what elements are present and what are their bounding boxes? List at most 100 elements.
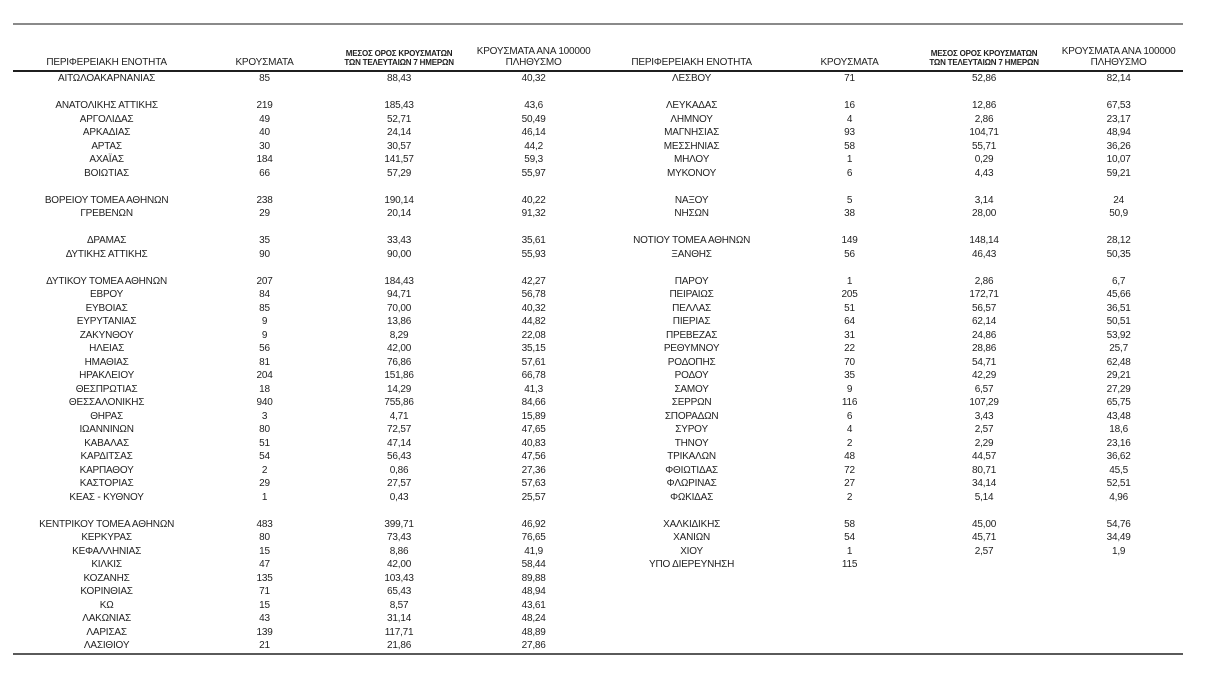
cases-cell: 5 <box>846 194 853 206</box>
header-avg7-label: ΜΕΣΟΣ ΟΡΟΣ ΚΡΟΥΣΜΑΤΩΝ ΤΩΝ ΤΕΛΕΥΤΑΙΩΝ 7 Η… <box>929 49 1039 68</box>
region-name-cell: ΒΟΙΩΤΙΑΣ <box>84 167 130 179</box>
table-row: ΘΕΣΠΡΩΤΙΑΣ 18 14,29 41,3 <box>13 383 598 397</box>
per100k-cell: 4,96 <box>1109 491 1128 503</box>
cases-cell: 40 <box>259 127 270 138</box>
per100k-cell: 6,7 <box>1111 275 1126 287</box>
region-name-cell: ΠΕΛΛΑΣ <box>672 302 712 314</box>
table-row: ΚΕΝΤΡΙΚΟΥ ΤΟΜΕΑ ΑΘΗΝΩΝ 483 399,71 46,92 <box>13 518 598 532</box>
per100k-cell: 40,83 <box>521 437 546 449</box>
avg7-cell: 2,29 <box>974 437 994 449</box>
cases-cell: 1 <box>846 545 853 557</box>
per100k-cell: 67,53 <box>1106 100 1131 111</box>
cases-cell: 58 <box>844 140 855 152</box>
cases-cell: 204 <box>256 370 273 381</box>
per100k-cell: 45,5 <box>1109 464 1128 476</box>
avg7-cell: 2,57 <box>974 424 994 435</box>
table-header-right: ΠΕΡΙΦΕΡΕΙΑΚΗ ΕΝΟΤΗΤΑ ΚΡΟΥΣΜΑΤΑ ΜΕΣΟΣ ΟΡΟ… <box>598 25 1183 70</box>
avg7-cell: 4,71 <box>389 410 409 422</box>
header-cases: ΚΡΟΥΣΜΑΤΑ <box>235 56 294 68</box>
table-row: ΛΑΡΙΣΑΣ 139 117,71 48,89 <box>13 626 598 640</box>
per100k-cell: 41,3 <box>524 383 543 395</box>
cases-cell: 72 <box>844 464 855 476</box>
per100k-cell: 24 <box>1113 194 1124 206</box>
table-row: ΝΟΤΙΟΥ ΤΟΜΕΑ ΑΘΗΝΩΝ 149 148,14 28,12 <box>598 234 1183 248</box>
region-name-cell: ΘΗΡΑΣ <box>90 410 123 422</box>
per100k-cell: 45,66 <box>1106 289 1131 300</box>
avg7-cell: 2,57 <box>974 545 994 557</box>
cases-cell: 43 <box>259 613 270 624</box>
avg7-cell: 30,57 <box>387 140 412 152</box>
cases-cell: 58 <box>844 518 855 530</box>
table-row: ΜΥΚΟΝΟΥ 6 4,43 59,21 <box>598 167 1183 181</box>
region-name-cell: ΣΕΡΡΩΝ <box>671 397 712 408</box>
avg7-cell: 8,29 <box>389 329 409 341</box>
table-row: ΗΜΑΘΙΑΣ 81 76,86 57,61 <box>13 356 598 370</box>
per100k-cell: 40,32 <box>521 73 546 84</box>
header-per100k: ΚΡΟΥΣΜΑΤΑ ΑΝΑ 100000 ΠΛΗΘΥΣΜΟ <box>1054 46 1183 70</box>
per100k-cell: 23,17 <box>1106 113 1131 125</box>
cases-cell: 49 <box>259 113 270 125</box>
per100k-cell: 55,93 <box>521 248 546 260</box>
region-name-cell: ΛΕΣΒΟΥ <box>672 73 712 84</box>
per100k-cell: 35,15 <box>521 343 546 354</box>
avg7-cell: 3,43 <box>974 410 994 422</box>
avg7-cell: 54,71 <box>972 356 997 368</box>
region-name-cell: ΝΟΤΙΟΥ ΤΟΜΕΑ ΑΘΗΝΩΝ <box>633 235 751 246</box>
cases-cell: 205 <box>841 289 858 300</box>
avg7-cell: 13,86 <box>387 316 412 327</box>
cases-cell: 35 <box>844 370 855 381</box>
avg7-cell: 399,71 <box>384 518 414 530</box>
cases-cell: 2 <box>846 437 853 449</box>
region-name-cell: ΠΡΕΒΕΖΑΣ <box>665 329 718 341</box>
avg7-cell: 88,43 <box>387 73 412 84</box>
per100k-cell: 48,89 <box>521 626 546 638</box>
avg7-cell: 46,43 <box>972 248 997 260</box>
table-row: ΑΙΤΩΛΟΑΚΑΡΝΑΝΙΑΣ 85 88,43 40,32 <box>13 72 598 86</box>
table-row: ΠΕΙΡΑΙΩΣ 205 172,71 45,66 <box>598 288 1183 302</box>
per100k-cell: 10,07 <box>1106 154 1131 165</box>
table-row: ΖΑΚΥΝΘΟΥ 9 8,29 22,08 <box>13 329 598 343</box>
table-row: ΠΕΛΛΑΣ 51 56,57 36,51 <box>598 302 1183 316</box>
cases-cell: 85 <box>259 73 270 84</box>
avg7-cell: 20,14 <box>387 208 412 219</box>
per100k-cell: 43,6 <box>524 100 543 111</box>
table-row: ΜΗΛΟΥ 1 0,29 10,07 <box>598 153 1183 167</box>
per100k-cell: 47,65 <box>521 424 546 435</box>
per100k-cell: 27,86 <box>521 640 546 651</box>
table-row: ΚΕΑΣ - ΚΥΘΝΟΥ 1 0,43 25,57 <box>13 491 598 505</box>
table-row-blank <box>598 572 1183 586</box>
region-name-cell: ΑΙΤΩΛΟΑΚΑΡΝΑΝΙΑΣ <box>58 73 156 84</box>
table-row: ΗΛΕΙΑΣ 56 42,00 35,15 <box>13 342 598 356</box>
cases-cell: 71 <box>259 586 270 597</box>
cases-cell: 207 <box>256 275 273 287</box>
avg7-cell: 94,71 <box>387 289 412 300</box>
table-row: ΞΑΝΘΗΣ 56 46,43 50,35 <box>598 248 1183 262</box>
cases-cell: 139 <box>256 626 273 638</box>
cases-cell: 35 <box>259 235 270 246</box>
region-name-cell: ΚΑΣΤΟΡΙΑΣ <box>79 478 134 489</box>
per100k-cell: 41,9 <box>524 545 543 557</box>
per100k-cell: 55,97 <box>521 167 546 179</box>
avg7-cell: 55,71 <box>972 140 997 152</box>
cases-cell: 48 <box>844 451 855 462</box>
avg7-cell: 42,00 <box>387 343 412 354</box>
avg7-cell: 148,14 <box>969 235 999 246</box>
per100k-cell: 50,35 <box>1106 248 1131 260</box>
region-name-cell: ΞΑΝΘΗΣ <box>671 248 712 260</box>
avg7-cell: 27,57 <box>387 478 412 489</box>
per100k-cell: 62,48 <box>1106 356 1131 368</box>
region-name-cell: ΤΗΝΟΥ <box>674 437 709 449</box>
table-row: ΚΟΡΙΝΘΙΑΣ 71 65,43 48,94 <box>13 585 598 599</box>
cases-cell: 56 <box>259 343 270 354</box>
avg7-cell: 141,57 <box>384 154 414 165</box>
table-row: ΚΕΦΑΛΛΗΝΙΑΣ 15 8,86 41,9 <box>13 545 598 559</box>
table-row: ΧΑΝΙΩΝ 54 45,71 34,49 <box>598 531 1183 545</box>
region-name-cell: ΚΑΡΔΙΤΣΑΣ <box>80 451 133 462</box>
table-row-blank <box>598 612 1183 626</box>
region-name-cell: ΚΕΑΣ - ΚΥΘΝΟΥ <box>69 491 144 503</box>
table-row-blank <box>598 599 1183 613</box>
table-row: ΣΑΜΟΥ 9 6,57 27,29 <box>598 383 1183 397</box>
table-row-blank <box>13 180 598 194</box>
region-name-cell: ΖΑΚΥΝΘΟΥ <box>79 329 134 341</box>
